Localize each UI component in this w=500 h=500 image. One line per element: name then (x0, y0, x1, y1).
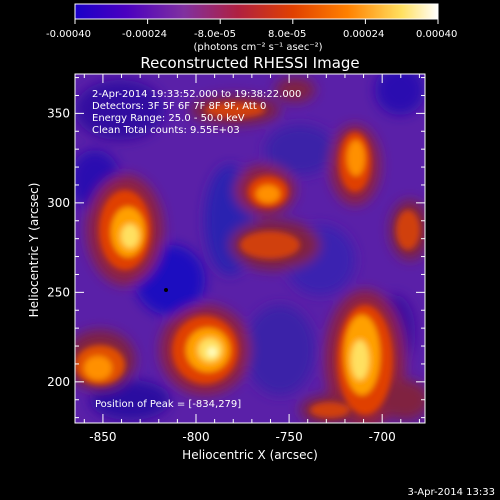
info-line-clean: Clean Total counts: 9.55E+03 (92, 125, 240, 136)
colorbar-tick-label-0: -0.00040 (46, 29, 91, 40)
footer-timestamp: 3-Apr-2014 13:33 (408, 487, 495, 498)
y-tick-label: 250 (47, 285, 70, 299)
peak-position-label: Position of Peak = [-834,279] (95, 399, 241, 410)
tick-labels: -850 -800 -750 -700 200 250 300 350 (47, 106, 396, 444)
x-tick-label: -750 (275, 430, 302, 444)
rhessi-image (75, 74, 425, 423)
colorbar-units-label: (photons cm⁻² s⁻¹ asec⁻²) (193, 42, 322, 53)
colorbar-tick-label-1: -0.00024 (122, 29, 167, 40)
peak-marker (164, 288, 168, 292)
x-tick-label: -850 (89, 430, 116, 444)
info-line-energy: Energy Range: 25.0 - 50.0 keV (92, 113, 245, 124)
colorbar-tick-label-5: 0.00040 (416, 29, 457, 40)
image-bright-sources (75, 102, 420, 418)
info-line-time: 2-Apr-2014 19:33:52.000 to 19:38:22.000 (92, 89, 301, 100)
y-tick-label: 350 (47, 106, 70, 120)
y-tick-label: 200 (47, 375, 70, 389)
image-title: Reconstructed RHESSI Image (140, 54, 359, 72)
y-axis-label: Heliocentric Y (arcsec) (27, 183, 41, 318)
colorbar-gradient (74, 3, 439, 20)
x-axis-label: Heliocentric X (arcsec) (182, 448, 318, 462)
image-info: 2-Apr-2014 19:33:52.000 to 19:38:22.000 … (92, 89, 301, 136)
x-tick-label: -800 (182, 430, 209, 444)
plot-frame (74, 73, 426, 424)
colorbar-tick-label-4: 0.00024 (343, 29, 384, 40)
x-tick-label: -700 (369, 430, 396, 444)
colorbar-tick-label-2: -8.0e-05 (194, 29, 236, 40)
axis-ticks (75, 74, 425, 423)
info-line-detectors: Detectors: 3F 5F 6F 7F 8F 9F, Att 0 (92, 101, 266, 112)
y-tick-label: 300 (47, 196, 70, 210)
colorbar-ticks (74, 19, 439, 24)
colorbar-tick-label-3: 8.0e-05 (268, 29, 306, 40)
colorbar: -0.00040 -0.00024 -8.0e-05 8.0e-05 0.000… (46, 3, 457, 53)
